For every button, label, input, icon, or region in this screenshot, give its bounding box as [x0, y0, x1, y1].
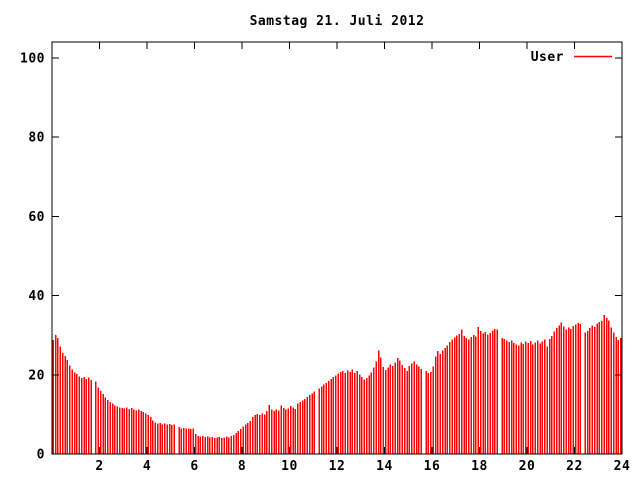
x-tick-label: 14: [376, 459, 393, 474]
x-tick-label: 2: [95, 459, 103, 474]
x-tick-label: 10: [281, 459, 298, 474]
bars-layer: [52, 315, 622, 454]
chart-title: Samstag 21. Juli 2012: [250, 14, 425, 29]
y-tick-label: 60: [28, 210, 45, 225]
x-tick-label: 18: [471, 459, 488, 474]
x-tick-label: 24: [614, 459, 631, 474]
x-tick-label: 12: [329, 459, 346, 474]
x-tick-label: 6: [190, 459, 198, 474]
x-tick-label: 16: [424, 459, 441, 474]
y-tick-label: 20: [28, 368, 45, 383]
legend-label: User: [531, 50, 564, 65]
axes-layer: [51, 41, 623, 455]
y-tick-label: 80: [28, 131, 45, 146]
legend: User: [531, 50, 612, 65]
plot-border: [51, 41, 623, 455]
y-tick-label: 0: [37, 448, 45, 463]
y-tick-label: 40: [28, 289, 45, 304]
x-tick-label: 4: [143, 459, 151, 474]
x-tick-label: 22: [566, 459, 583, 474]
y-tick-label: 100: [20, 52, 45, 67]
x-tick-label: 20: [519, 459, 536, 474]
x-tick-label: 8: [238, 459, 246, 474]
